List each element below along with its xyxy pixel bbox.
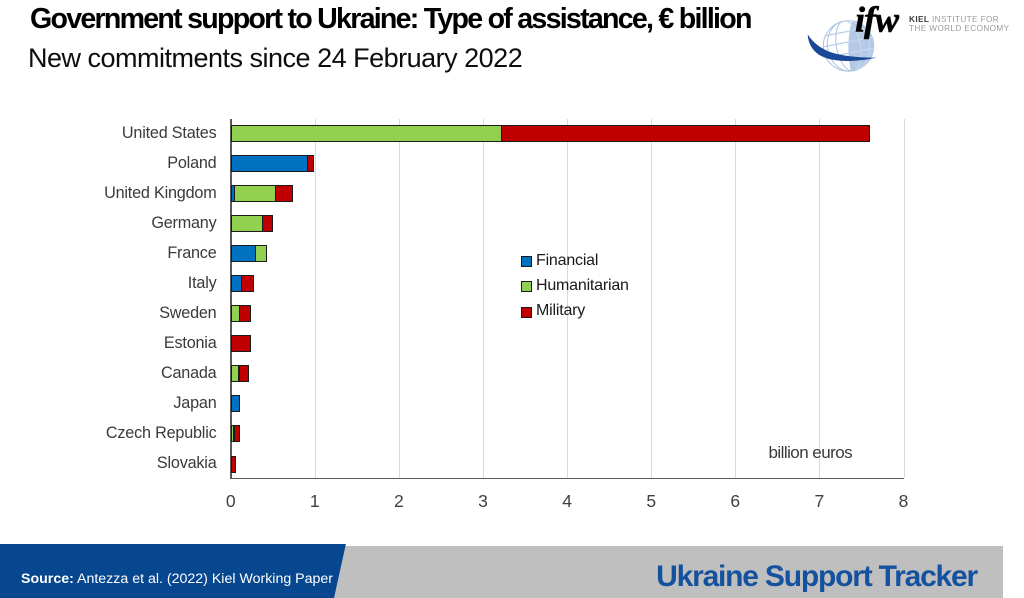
svg-text:INSTITUTE FOR: INSTITUTE FOR xyxy=(932,15,999,24)
svg-text:KIEL: KIEL xyxy=(909,15,929,24)
svg-text:ifw: ifw xyxy=(855,0,900,40)
svg-text:THE WORLD ECONOMY: THE WORLD ECONOMY xyxy=(909,24,1010,33)
